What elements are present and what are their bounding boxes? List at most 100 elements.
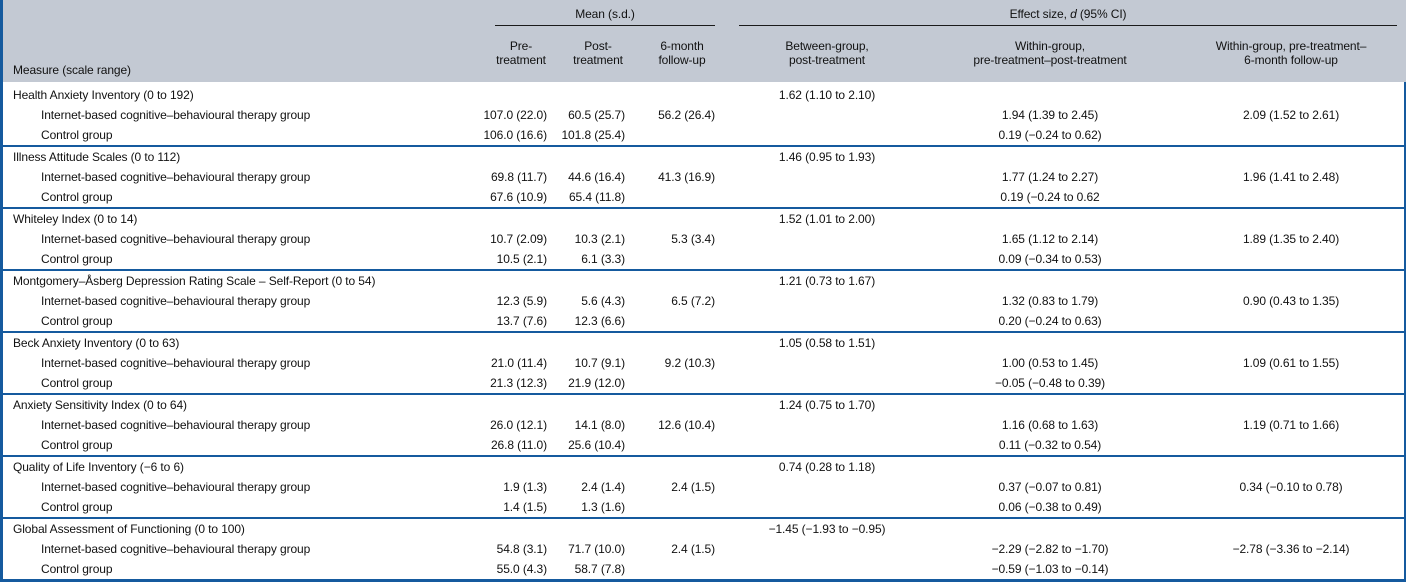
empty-cell [1173, 207, 1406, 229]
results-table: Mean (s.d.) Effect size, d (95% CI) Meas… [3, 0, 1406, 579]
control-followup-mean [637, 497, 727, 518]
empty-cell [1173, 145, 1406, 167]
icbt-pre-treatment-mean: 107.0 (22.0) [483, 107, 547, 122]
control-post-treatment-mean: 101.8 (25.4) [561, 127, 625, 142]
control-group-row: Control group 1.4 (1.5) 1.3 (1.6) 0.06 (… [3, 497, 1406, 518]
icbt-within-group-followup-effect: −2.78 (−3.36 to −2.14) [1232, 541, 1350, 556]
icbt-within-group-followup-effect: 0.34 (−0.10 to 0.78) [1239, 479, 1343, 494]
measure-title-row: Global Assessment of Functioning (0 to 1… [3, 517, 1406, 539]
empty-cell [927, 393, 1174, 415]
icbt-group-label: Internet-based cognitive–behavioural the… [41, 479, 311, 494]
icbt-group-label: Internet-based cognitive–behavioural the… [41, 355, 311, 370]
icbt-post-treatment-mean: 14.1 (8.0) [574, 417, 625, 432]
measure-name: Beck Anxiety Inventory (0 to 63) [3, 331, 728, 353]
icbt-followup-mean: 2.4 (1.5) [671, 541, 716, 556]
control-group-row: Control group 21.3 (12.3) 21.9 (12.0) −0… [3, 373, 1406, 394]
icbt-group-label: Internet-based cognitive–behavioural the… [41, 417, 311, 432]
icbt-within-group-post-effect: 1.32 (0.83 to 1.79) [1001, 293, 1099, 308]
icbt-group-row: Internet-based cognitive–behavioural the… [3, 229, 1406, 249]
control-within-group-post-effect: 0.06 (−0.38 to 0.49) [998, 499, 1102, 514]
control-pre-treatment-mean: 106.0 (16.6) [483, 127, 547, 142]
icbt-group-row: Internet-based cognitive–behavioural the… [3, 539, 1406, 559]
icbt-group-row: Internet-based cognitive–behavioural the… [3, 415, 1406, 435]
control-pre-treatment-mean: 26.8 (11.0) [490, 437, 547, 452]
icbt-within-group-followup-effect: 2.09 (1.52 to 2.61) [1242, 107, 1340, 122]
icbt-within-group-post-effect: 1.00 (0.53 to 1.45) [1001, 355, 1099, 370]
empty-cell [727, 477, 927, 497]
control-pre-treatment-mean: 21.3 (12.3) [490, 375, 547, 390]
control-group-row: Control group 13.7 (7.6) 12.3 (6.6) 0.20… [3, 311, 1406, 332]
icbt-within-group-followup-effect: 1.96 (1.41 to 2.48) [1242, 169, 1340, 184]
control-followup-mean [637, 125, 727, 146]
icbt-within-group-post-effect: 1.16 (0.68 to 1.63) [1001, 417, 1099, 432]
empty-cell [1173, 455, 1406, 477]
icbt-group-label: Internet-based cognitive–behavioural the… [41, 169, 311, 184]
icbt-post-treatment-mean: 10.3 (2.1) [574, 231, 625, 246]
control-followup-mean [637, 435, 727, 456]
empty-cell [727, 291, 927, 311]
measure-title-row: Whiteley Index (0 to 14) 1.52 (1.01 to 2… [3, 207, 1406, 229]
control-within-group-post-effect: 0.09 (−0.34 to 0.53) [998, 251, 1102, 266]
between-group-effect-value: 1.24 (0.75 to 1.70) [727, 393, 928, 415]
table-body: Health Anxiety Inventory (0 to 192) 1.62… [3, 82, 1406, 579]
icbt-within-group-followup-effect: 1.89 (1.35 to 2.40) [1242, 231, 1340, 246]
icbt-group-label: Internet-based cognitive–behavioural the… [41, 541, 311, 556]
control-within-group-followup-effect [1173, 373, 1406, 394]
control-pre-treatment-mean: 1.4 (1.5) [503, 499, 547, 514]
measure-title-row: Quality of Life Inventory (−6 to 6) 0.74… [3, 455, 1406, 477]
empty-cell [727, 373, 927, 394]
col-header-within-group-followup: Within-group, pre-treatment– 6-month fol… [1173, 26, 1406, 82]
control-group-label: Control group [41, 375, 113, 390]
mean-sd-spanner: Mean (s.d.) [483, 0, 728, 26]
col-header-6month-followup: 6-month follow-up [637, 26, 728, 82]
control-group-row: Control group 67.6 (10.9) 65.4 (11.8) 0.… [3, 187, 1406, 208]
empty-cell [727, 311, 927, 332]
control-pre-treatment-mean: 13.7 (7.6) [496, 313, 547, 328]
icbt-within-group-followup-effect: 1.09 (0.61 to 1.55) [1242, 355, 1340, 370]
icbt-pre-treatment-mean: 10.7 (2.09) [490, 231, 547, 246]
control-group-label: Control group [41, 499, 113, 514]
control-post-treatment-mean: 25.6 (10.4) [568, 437, 625, 452]
empty-cell [927, 455, 1174, 477]
control-within-group-followup-effect [1173, 311, 1406, 332]
icbt-within-group-post-effect: 1.77 (1.24 to 2.27) [1001, 169, 1099, 184]
control-within-group-post-effect: 0.20 (−0.24 to 0.63) [998, 313, 1102, 328]
col-header-post-treatment: Post- treatment [559, 26, 637, 82]
between-group-effect-value: 1.52 (1.01 to 2.00) [727, 207, 928, 229]
control-within-group-followup-effect [1173, 559, 1406, 579]
icbt-group-row: Internet-based cognitive–behavioural the… [3, 291, 1406, 311]
control-post-treatment-mean: 21.9 (12.0) [568, 375, 625, 390]
icbt-pre-treatment-mean: 12.3 (5.9) [496, 293, 547, 308]
control-followup-mean [637, 559, 727, 579]
empty-cell [1173, 331, 1406, 353]
control-post-treatment-mean: 12.3 (6.6) [574, 313, 625, 328]
empty-cell [927, 207, 1174, 229]
control-followup-mean [637, 373, 727, 394]
empty-cell [727, 105, 927, 125]
icbt-group-row: Internet-based cognitive–behavioural the… [3, 477, 1406, 497]
icbt-group-label: Internet-based cognitive–behavioural the… [41, 107, 311, 122]
control-within-group-followup-effect [1173, 497, 1406, 518]
empty-cell [927, 269, 1174, 291]
control-within-group-post-effect: 0.19 (−0.24 to 0.62 [1000, 189, 1100, 204]
measure-title-row: Anxiety Sensitivity Index (0 to 64) 1.24… [3, 393, 1406, 415]
empty-cell [727, 435, 927, 456]
control-pre-treatment-mean: 10.5 (2.1) [496, 251, 547, 266]
empty-cell [727, 353, 927, 373]
effect-size-spanner-label: Effect size, d (95% CI) [1009, 7, 1127, 21]
empty-cell [927, 82, 1173, 105]
between-group-effect-value: −1.45 (−1.93 to −0.95) [727, 517, 928, 539]
empty-cell [927, 331, 1174, 353]
empty-cell [1173, 269, 1406, 291]
icbt-within-group-followup-effect: 0.90 (0.43 to 1.35) [1242, 293, 1340, 308]
control-within-group-post-effect: −0.59 (−1.03 to −0.14) [991, 561, 1109, 576]
measure-name: Whiteley Index (0 to 14) [3, 207, 728, 229]
measure-name: Montgomery–Åsberg Depression Rating Scal… [3, 269, 728, 291]
icbt-post-treatment-mean: 60.5 (25.7) [568, 107, 625, 122]
icbt-post-treatment-mean: 5.6 (4.3) [581, 293, 625, 308]
icbt-within-group-post-effect: 1.65 (1.12 to 2.14) [1001, 231, 1099, 246]
control-followup-mean [637, 187, 727, 208]
control-group-label: Control group [41, 127, 113, 142]
between-group-effect-value: 0.74 (0.28 to 1.18) [727, 455, 928, 477]
control-pre-treatment-mean: 55.0 (4.3) [496, 561, 547, 576]
